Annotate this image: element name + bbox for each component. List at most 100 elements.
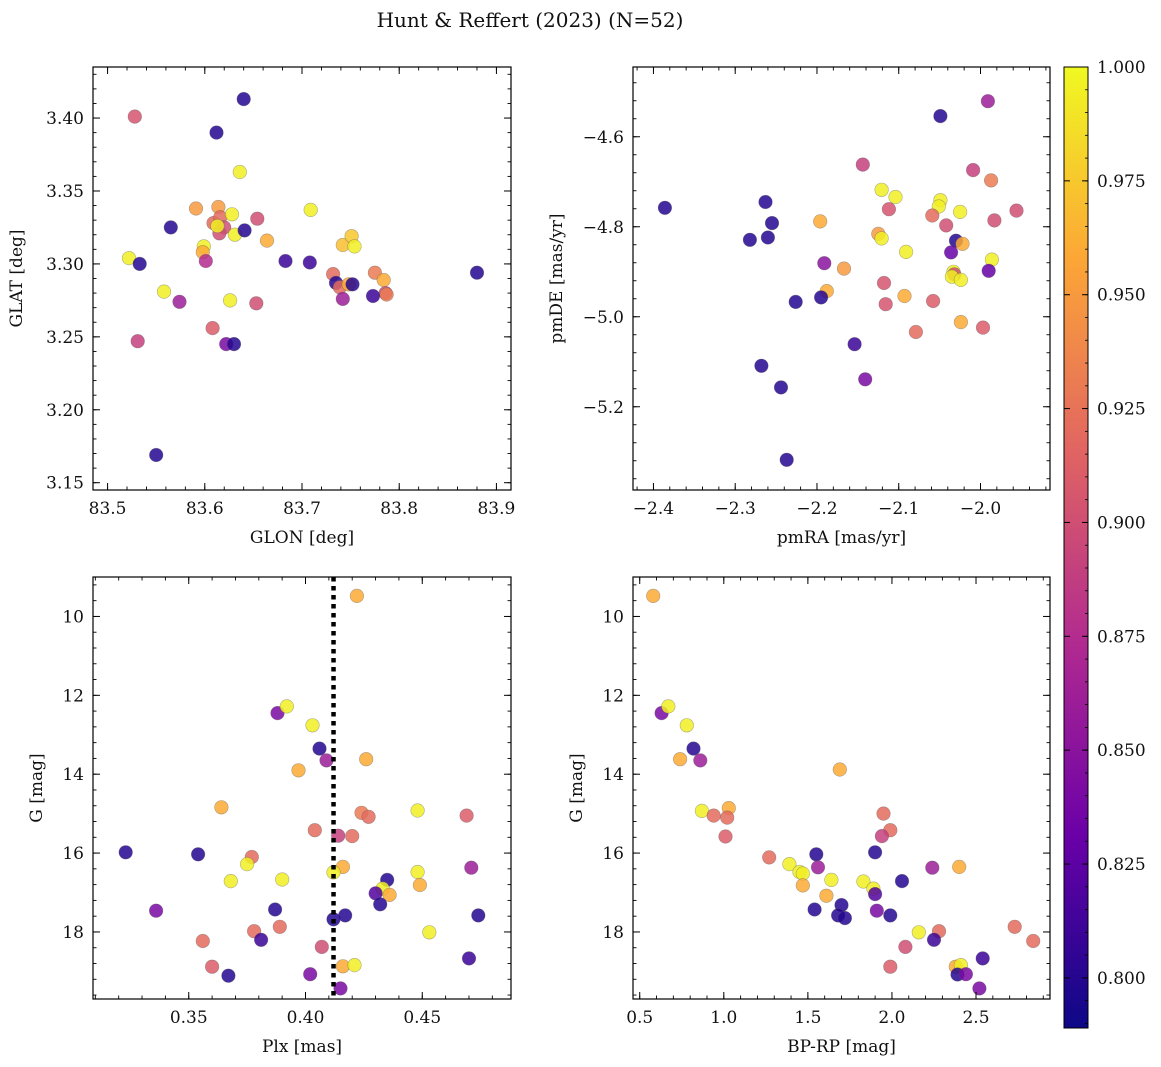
scatter-point [837, 910, 853, 926]
scatter-point [291, 763, 306, 778]
scatter-point [240, 856, 255, 872]
y-tick-label: 10 [602, 607, 624, 627]
scatter-point [163, 220, 178, 235]
scatter-point [657, 200, 673, 215]
scatter-point [223, 873, 238, 889]
scatter-point [646, 588, 661, 604]
scatter-point [795, 878, 810, 893]
scatter-point [975, 320, 991, 335]
scatter-point [693, 753, 708, 768]
scatter-point [874, 182, 889, 197]
scatter-panel: −2.4 −2.3 −2.2 −2.1 −2.0 −5.2 −5.0 −4.8 −4.6 pmRA… [547, 66, 1051, 548]
scatter-point [249, 296, 264, 311]
scatter-point [127, 109, 142, 124]
y-tick-label: 10 [62, 607, 84, 627]
scatter-point [130, 334, 145, 349]
colorbar-tick-label: 0.950 [1097, 286, 1146, 306]
scatter-point [250, 211, 265, 226]
x-tick-label: −2.2 [796, 499, 837, 519]
scatter-point [232, 164, 247, 180]
scatter-point [754, 358, 769, 373]
scatter-point [333, 981, 348, 996]
scatter-point [813, 290, 829, 305]
scatter-point [925, 293, 941, 309]
scatter-point [1007, 919, 1022, 934]
scatter-point [1026, 933, 1041, 949]
scatter-point [382, 887, 397, 903]
scatter-point [987, 213, 1002, 228]
scatter-point [205, 959, 220, 974]
scatter-point [881, 202, 897, 217]
scatter-point [410, 803, 425, 818]
scatter-point [855, 157, 870, 172]
scatter-point [874, 828, 890, 844]
scatter-point [773, 380, 789, 395]
scatter-point [858, 372, 873, 387]
scatter-panel: 0.35 0.40 0.45 10 12 14 16 18 Plx [mas] G [mag] [27, 576, 512, 1057]
scatter-point [888, 189, 903, 205]
scatter-point [469, 265, 485, 280]
scatter-point [345, 277, 360, 292]
scatter-point [149, 447, 164, 463]
scatter-point [720, 810, 735, 825]
x-tick-label: −2.0 [960, 499, 1001, 519]
axes-frame [92, 66, 512, 491]
scatter-point [856, 874, 871, 889]
scatter-point [459, 808, 474, 823]
y-tick-label: 12 [602, 686, 624, 706]
scatter-point [312, 741, 327, 756]
scatter-point [191, 847, 206, 862]
scatter-point [307, 823, 322, 838]
scatter-point [972, 981, 987, 996]
scatter-point [347, 957, 362, 973]
y-tick-label: 3.30 [46, 255, 84, 275]
y-tick-label: −4.8 [583, 218, 624, 238]
y-tick-label: 16 [602, 844, 624, 864]
x-tick-label: 83.9 [477, 499, 515, 519]
scatter-point [661, 699, 676, 714]
colorbar-tick-label: 0.850 [1097, 741, 1146, 761]
panels: 83.5 83.6 83.7 83.8 83.9 3.15 3.20 3.25 3.30 3.35… [7, 66, 1051, 1057]
scatter-point [975, 951, 990, 966]
scatter-point [718, 829, 733, 844]
scatter-point [867, 886, 883, 902]
y-tick-label: 3.20 [46, 401, 84, 421]
scatter-point [965, 163, 981, 178]
colorbar-tick-label: 1.000 [1097, 58, 1146, 78]
y-tick-label: −4.6 [583, 128, 624, 148]
scatter-point [819, 888, 834, 903]
scatter-point [359, 752, 374, 767]
y-tick-label: −5.2 [583, 398, 624, 418]
scatter-point [349, 588, 365, 604]
y-axis-label: G [mag] [27, 753, 47, 822]
scatter-point [223, 293, 238, 308]
scatter-point [121, 251, 137, 266]
scatter-point [461, 951, 477, 966]
scatter-point [221, 968, 236, 983]
scatter-point [810, 860, 826, 875]
scatter-point [305, 718, 320, 733]
scatter-panel: 83.5 83.6 83.7 83.8 83.9 3.15 3.20 3.25 3.30 3.35… [7, 66, 515, 548]
scatter-point [824, 872, 839, 888]
scatter-point [925, 208, 940, 223]
y-tick-label: 18 [62, 923, 84, 943]
scatter-point [195, 933, 210, 949]
scatter-points [121, 91, 485, 463]
colorbar-tick-label: 0.900 [1097, 513, 1146, 533]
x-tick-label: 0.45 [403, 1008, 441, 1028]
colorbar-gradient [1063, 66, 1089, 1029]
scatter-point [958, 967, 974, 982]
scatter-point [172, 294, 187, 309]
scatter-point [379, 287, 394, 302]
scatter-point [268, 902, 283, 917]
scatter-point [672, 752, 688, 767]
scatter-point [224, 207, 240, 222]
y-tick-label: 3.35 [46, 182, 84, 202]
scatter-point [953, 272, 969, 288]
y-axis-label: GLAT [deg] [7, 229, 27, 327]
scatter-point [758, 194, 773, 210]
x-tick-label: 83.6 [186, 499, 224, 519]
scatter-point [925, 860, 940, 875]
scatter-point [897, 288, 912, 304]
figure-title: Hunt & Reffert (2023) (N=52) [377, 8, 684, 32]
